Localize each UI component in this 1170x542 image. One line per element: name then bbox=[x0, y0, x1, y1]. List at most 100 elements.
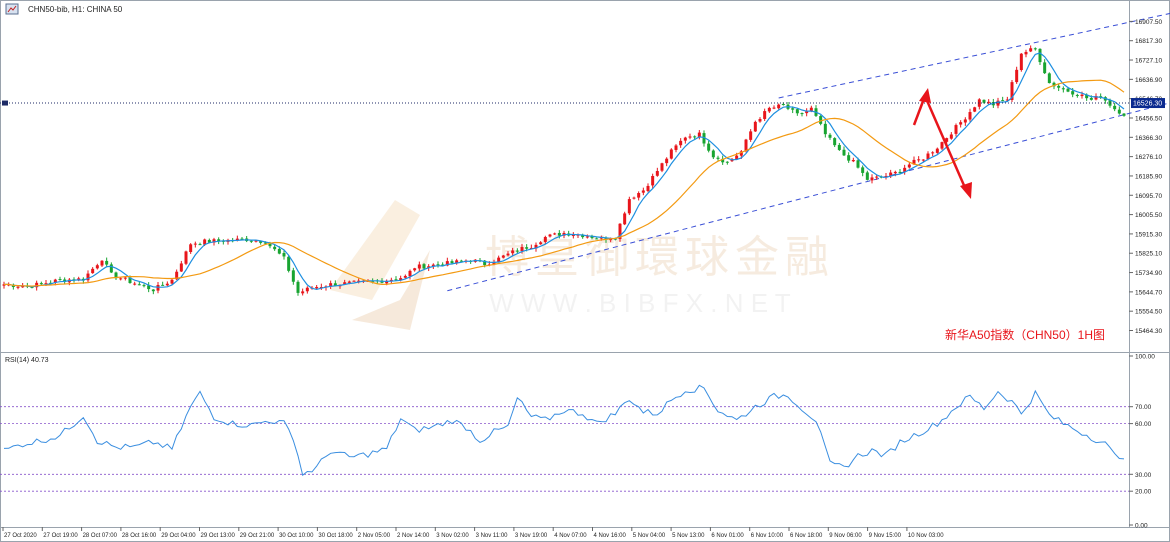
price-tick-label: 15734.90 bbox=[1135, 270, 1162, 277]
rsi-levels bbox=[0, 406, 1129, 492]
candle-body bbox=[193, 243, 197, 245]
time-tick-label: 28 Oct 16:00 bbox=[122, 533, 157, 539]
price-tick-label: 16366.30 bbox=[1135, 135, 1162, 142]
candle-body bbox=[851, 159, 855, 162]
candle-body bbox=[445, 261, 449, 266]
candle-body bbox=[1089, 97, 1093, 100]
candle-body bbox=[539, 242, 543, 245]
candle-body bbox=[1085, 94, 1089, 99]
candle-body bbox=[91, 268, 95, 274]
candle-body bbox=[604, 237, 608, 240]
candle-body bbox=[1066, 88, 1070, 92]
candle-body bbox=[553, 233, 557, 235]
price-tick-label: 16185.90 bbox=[1135, 173, 1162, 180]
price-tick-label: 16727.10 bbox=[1135, 58, 1162, 65]
candle-body bbox=[749, 131, 753, 140]
candle-body bbox=[1043, 62, 1047, 74]
candle-body bbox=[44, 283, 48, 285]
candle-body bbox=[151, 289, 155, 292]
time-tick-label: 9 Nov 06:00 bbox=[829, 533, 862, 539]
candle-body bbox=[725, 161, 729, 163]
candle-body bbox=[669, 149, 673, 159]
candle-body bbox=[903, 167, 907, 172]
candle-body bbox=[249, 240, 253, 242]
candle-body bbox=[931, 152, 935, 154]
candle-body bbox=[347, 281, 351, 283]
candle-body bbox=[305, 287, 309, 292]
candle-body bbox=[95, 265, 99, 269]
chart-title: CHN50-bib, H1: CHINA 50 bbox=[5, 3, 123, 15]
candle-body bbox=[571, 235, 575, 237]
candle-body bbox=[399, 278, 403, 281]
price-tick-label: 15554.50 bbox=[1135, 309, 1162, 316]
candle-body bbox=[557, 232, 561, 236]
time-tick-label: 29 Oct 04:00 bbox=[161, 533, 196, 539]
candle-body bbox=[1033, 48, 1037, 50]
current-price-label: 16526.30 bbox=[1133, 101, 1162, 108]
candle-body bbox=[987, 101, 991, 103]
rsi-tick-label: 70.00 bbox=[1135, 404, 1152, 411]
time-tick-label: 6 Nov 18:00 bbox=[790, 533, 823, 539]
candle-body bbox=[837, 144, 841, 150]
candle-body bbox=[459, 260, 463, 262]
price-tick-label: 16276.10 bbox=[1135, 154, 1162, 161]
candle-body bbox=[683, 137, 687, 141]
candle-body bbox=[959, 122, 963, 125]
candle-body bbox=[123, 277, 127, 279]
candle-body bbox=[912, 159, 916, 165]
candle-body bbox=[791, 108, 795, 110]
candle-body bbox=[674, 145, 678, 150]
candle-body bbox=[856, 160, 860, 168]
candle-body bbox=[133, 283, 137, 285]
candle-body bbox=[1038, 48, 1042, 63]
candle-body bbox=[441, 264, 445, 266]
candle-body bbox=[301, 291, 305, 294]
candle-body bbox=[609, 239, 613, 241]
moving-averages bbox=[4, 52, 1125, 291]
candle-body bbox=[403, 275, 407, 278]
candle-body bbox=[917, 159, 921, 161]
forecast-arrows bbox=[912, 88, 972, 199]
candle-body bbox=[907, 164, 911, 168]
candle-body bbox=[1117, 109, 1121, 114]
candle-body bbox=[870, 177, 874, 181]
candle-body bbox=[357, 280, 361, 282]
candle-body bbox=[268, 243, 272, 247]
candle-body bbox=[319, 287, 323, 289]
candle-body bbox=[273, 246, 277, 250]
candle-body bbox=[165, 283, 169, 286]
candle-body bbox=[842, 149, 846, 156]
candle-body bbox=[203, 239, 207, 245]
candle-body bbox=[893, 171, 897, 174]
candle-body bbox=[763, 111, 767, 119]
candle-body bbox=[534, 244, 538, 249]
chart-window-icon-line bbox=[7, 5, 17, 13]
time-tick-label: 30 Oct 18:00 bbox=[318, 533, 353, 539]
arrow-down-shaft bbox=[923, 95, 968, 191]
watermark-title: 博皇御環球金融 bbox=[485, 233, 835, 282]
candle-body bbox=[114, 272, 118, 279]
candle-body bbox=[431, 264, 435, 267]
candle-body bbox=[1071, 91, 1075, 95]
candle-body bbox=[254, 240, 258, 242]
candle-body bbox=[501, 255, 505, 258]
rsi-tick-label: 30.00 bbox=[1135, 472, 1152, 479]
candle-body bbox=[506, 253, 510, 256]
candle-body bbox=[585, 236, 589, 238]
candle-body bbox=[973, 107, 977, 112]
watermark-url: W W W . B I B F X . N E T bbox=[489, 288, 791, 318]
candle-body bbox=[655, 171, 659, 176]
current-price-marker bbox=[2, 100, 8, 106]
candle-body bbox=[1015, 69, 1019, 83]
candle-body bbox=[529, 247, 533, 249]
candle-body bbox=[1122, 113, 1126, 116]
candle-body bbox=[940, 142, 944, 149]
candle-body bbox=[161, 284, 165, 286]
time-axis: 27 Oct 2020 27 Oct 19:00 28 Oct 07:00 28 Oc… bbox=[2, 527, 944, 539]
candle-body bbox=[623, 213, 627, 225]
candle-body bbox=[35, 282, 39, 288]
price-tick-label: 16456.50 bbox=[1135, 115, 1162, 122]
candle-body bbox=[184, 251, 188, 264]
time-tick-label: 2 Nov 05:00 bbox=[358, 533, 391, 539]
